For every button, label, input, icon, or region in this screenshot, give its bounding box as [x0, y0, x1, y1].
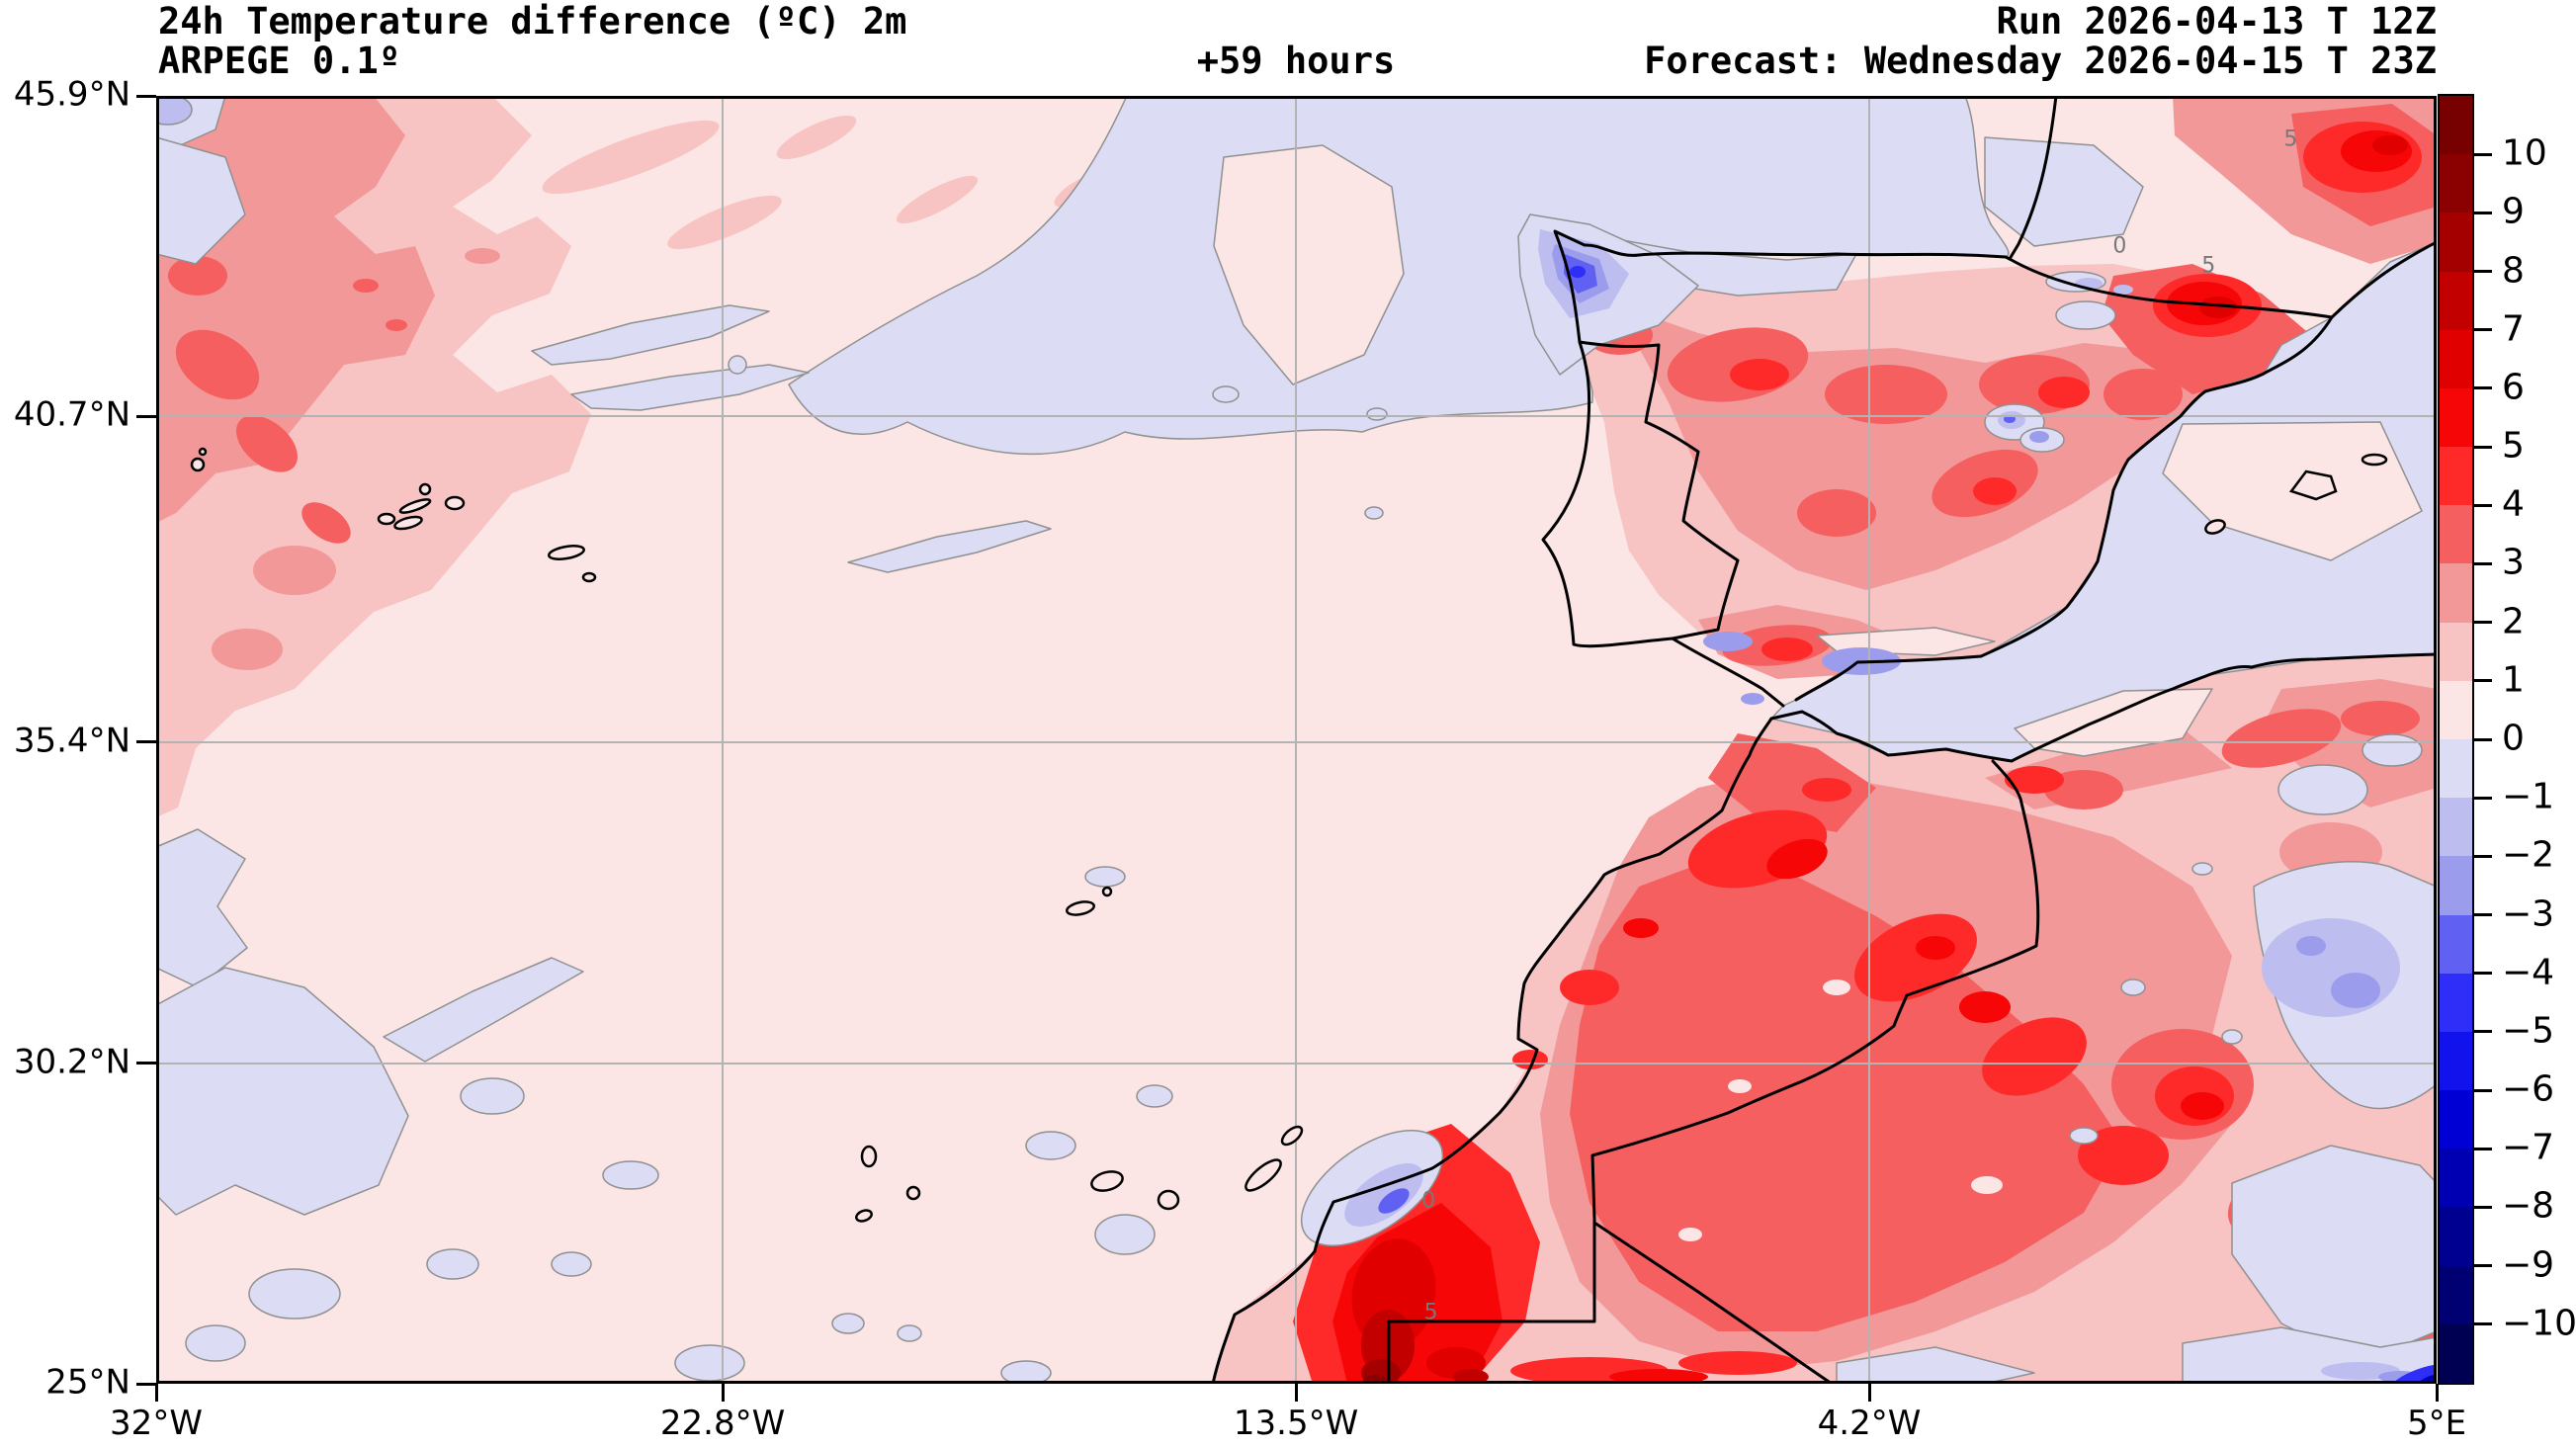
colorbar-tick-label: 2 — [2502, 601, 2525, 642]
colorbar-tick — [2474, 386, 2492, 390]
colorbar-segment — [2440, 622, 2472, 682]
forecast-label: Forecast: Wednesday 2026-04-15 T 23Z — [1644, 40, 2437, 82]
colorbar-segment — [2440, 739, 2472, 799]
colorbar-segment — [2440, 96, 2472, 155]
lat-tick — [136, 1062, 156, 1065]
lat-tick-label: 45.9°N — [13, 74, 130, 115]
run-label: Run 2026-04-13 T 12Z — [1996, 0, 2437, 43]
colorbar-segment — [2440, 271, 2472, 331]
colorbar-tick-label: 1 — [2502, 659, 2525, 701]
colorbar-segment — [2440, 1265, 2472, 1325]
colorbar-segment — [2440, 914, 2472, 975]
colorbar-tick — [2474, 796, 2492, 800]
colorbar-tick-label: −3 — [2502, 894, 2555, 935]
colorbar-tick — [2474, 737, 2492, 741]
lat-tick — [136, 94, 156, 98]
contour-label: 0 — [1421, 1188, 1436, 1214]
lon-tick-label: 13.5°W — [1233, 1404, 1359, 1443]
colorbar-tick — [2474, 1088, 2492, 1092]
lon-tick — [2435, 1384, 2439, 1402]
colorbar-tick — [2474, 1322, 2492, 1326]
lat-tick — [136, 740, 156, 744]
lon-tick — [1294, 1384, 1298, 1402]
lat-tick-label: 35.4°N — [13, 721, 130, 761]
contour-label: 5 — [2201, 253, 2216, 279]
lon-tick — [1867, 1384, 1871, 1402]
lat-tick-label: 25°N — [45, 1362, 130, 1403]
contour-label: 5 — [1423, 1300, 1438, 1325]
colorbar-tick-label: −10 — [2502, 1303, 2576, 1344]
colorbar-tick — [2474, 152, 2492, 156]
colorbar-tick-label: 5 — [2502, 425, 2525, 467]
colorbar-segment — [2440, 505, 2472, 565]
colorbar-tick-label: −8 — [2502, 1186, 2555, 1228]
lon-tick-label: 22.8°W — [659, 1404, 786, 1443]
colorbar-segment — [2440, 680, 2472, 740]
colorbar-tick-label: −4 — [2502, 952, 2555, 993]
lat-tick-label: 30.2°N — [13, 1042, 130, 1082]
lon-tick — [154, 1384, 158, 1402]
colorbar-tick — [2474, 972, 2492, 976]
colorbar-segment — [2440, 154, 2472, 213]
colorbar-tick-label: −5 — [2502, 1010, 2555, 1052]
colorbar-tick — [2474, 503, 2492, 507]
page-title: 24h Temperature difference (ºC) 2m — [158, 0, 907, 43]
colorbar-tick-label: 8 — [2502, 250, 2525, 292]
colorbar-tick-label: −1 — [2502, 776, 2555, 817]
colorbar-tick-label: −7 — [2502, 1127, 2555, 1168]
contour-label: 0 — [2112, 233, 2127, 259]
lat-tick — [136, 414, 156, 418]
colorbar-tick — [2474, 1030, 2492, 1034]
colorbar-tick — [2474, 621, 2492, 625]
colorbar-tick — [2474, 1205, 2492, 1209]
colorbar-segment — [2440, 856, 2472, 916]
colorbar-tick-label: 3 — [2502, 543, 2525, 584]
colorbar-tick-label: 7 — [2502, 308, 2525, 350]
colorbar-segment — [2440, 1090, 2472, 1150]
contour-label: 5 — [2283, 127, 2298, 152]
lon-tick-label: 32°W — [110, 1404, 203, 1443]
colorbar-segment — [2440, 213, 2472, 273]
lead-time-label: +59 hours — [1196, 40, 1396, 82]
colorbar-tick — [2474, 270, 2492, 274]
colorbar-tick-label: 10 — [2502, 132, 2547, 174]
colorbar-tick-label: −6 — [2502, 1068, 2555, 1110]
colorbar-tick — [2474, 1264, 2492, 1268]
lat-tick — [136, 1382, 156, 1386]
colorbar-segment — [2440, 1149, 2472, 1209]
colorbar-tick — [2474, 445, 2492, 449]
colorbar-segment — [2440, 447, 2472, 506]
colorbar-segment — [2440, 973, 2472, 1033]
colorbar-tick-label: 9 — [2502, 192, 2525, 233]
colorbar — [2438, 94, 2474, 1385]
colorbar-tick-label: −2 — [2502, 835, 2555, 877]
colorbar-tick-label: −9 — [2502, 1244, 2555, 1286]
colorbar-tick — [2474, 1147, 2492, 1150]
colorbar-tick — [2474, 328, 2492, 332]
colorbar-tick-label: 0 — [2502, 718, 2525, 759]
colorbar-segment — [2440, 387, 2472, 448]
colorbar-segment — [2440, 1323, 2472, 1384]
colorbar-tick-label: 6 — [2502, 367, 2525, 408]
model-label: ARPEGE 0.1º — [158, 40, 401, 82]
colorbar-tick — [2474, 854, 2492, 858]
colorbar-segment — [2440, 329, 2472, 389]
lon-tick — [721, 1384, 725, 1402]
colorbar-tick — [2474, 561, 2492, 565]
colorbar-segment — [2440, 1031, 2472, 1091]
lat-tick-label: 40.7°N — [13, 394, 130, 435]
colorbar-segment — [2440, 798, 2472, 857]
colorbar-tick — [2474, 913, 2492, 917]
colorbar-tick-label: 4 — [2502, 483, 2525, 525]
lon-tick-label: 4.2°W — [1817, 1404, 1922, 1443]
map-canvas — [156, 96, 2437, 1384]
colorbar-segment — [2440, 1207, 2472, 1267]
colorbar-segment — [2440, 563, 2472, 624]
lon-tick-label: 5°E — [2406, 1404, 2467, 1443]
colorbar-tick — [2474, 211, 2492, 214]
colorbar-tick — [2474, 679, 2492, 683]
